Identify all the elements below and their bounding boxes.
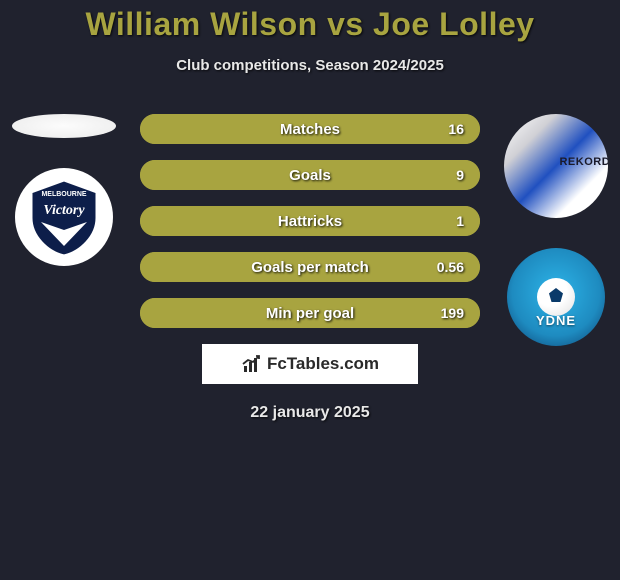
branding: FcTables.com — [202, 344, 418, 384]
bar-fill — [140, 298, 480, 328]
player-avatar-left — [12, 114, 116, 138]
branding-text: FcTables.com — [267, 354, 379, 374]
stat-row: Hattricks1 — [140, 206, 480, 236]
subtitle: Club competitions, Season 2024/2025 — [0, 57, 620, 74]
bar-fill — [140, 206, 480, 236]
club-text-right: YDNE — [536, 313, 576, 328]
soccer-ball-icon — [537, 278, 575, 316]
left-column: MELBOURNE Victory — [8, 114, 120, 266]
club-text-top: MELBOURNE — [41, 191, 86, 198]
stats-bars: Matches16 Goals9 Hattricks1 Goals per match… — [140, 114, 480, 328]
club-badge-left: MELBOURNE Victory — [15, 168, 113, 266]
club-badge-right: YDNE — [507, 248, 605, 346]
stat-row: Min per goal199 — [140, 298, 480, 328]
comparison-content: MELBOURNE Victory YDNE Matches16 Goals9 Ha… — [0, 114, 620, 328]
stat-row: Matches16 — [140, 114, 480, 144]
stat-row: Goals per match0.56 — [140, 252, 480, 282]
date: 22 january 2025 — [0, 404, 620, 422]
bar-fill — [140, 252, 480, 282]
bar-fill — [140, 160, 480, 190]
page-title: William Wilson vs Joe Lolley — [0, 0, 620, 43]
chart-icon — [241, 353, 263, 375]
bar-fill — [140, 114, 480, 144]
club-text-bottom: Victory — [43, 203, 85, 218]
stat-row: Goals9 — [140, 160, 480, 190]
right-column: YDNE — [500, 114, 612, 346]
player-avatar-right — [504, 114, 608, 218]
